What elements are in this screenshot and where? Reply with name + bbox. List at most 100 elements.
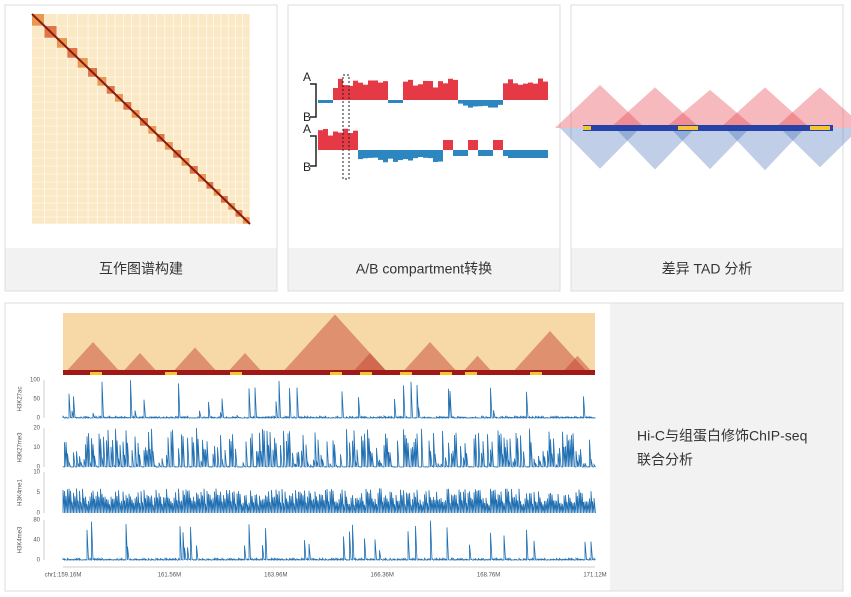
tad-mark — [165, 372, 177, 375]
y-tick-label: 80 — [33, 518, 40, 524]
bar — [393, 150, 398, 162]
tad-mark — [90, 372, 102, 375]
bar — [533, 83, 538, 100]
bar — [368, 80, 373, 100]
bar — [523, 150, 528, 158]
x-tick-label: 166.36M — [371, 573, 394, 579]
bar — [408, 79, 413, 100]
bar — [388, 150, 393, 159]
ab-label: B — [303, 160, 311, 174]
bar — [348, 85, 353, 100]
caption: A/B compartment转换 — [356, 261, 492, 277]
signal — [62, 520, 596, 562]
x-tick-label: chr1:159.16M — [45, 573, 82, 579]
bar — [333, 87, 338, 100]
bar — [473, 100, 478, 107]
bar — [373, 80, 378, 100]
tad-mark — [583, 126, 591, 130]
tad-tri — [280, 314, 390, 375]
bar — [363, 84, 368, 100]
bar — [328, 100, 333, 103]
caption-bar — [288, 248, 560, 291]
y-tick-label: 40 — [33, 538, 40, 544]
caption-bar — [5, 248, 277, 291]
bar — [353, 80, 358, 100]
bar — [478, 100, 483, 107]
bar — [498, 100, 503, 105]
x-tick-label: 168.76M — [477, 573, 500, 579]
bar — [323, 100, 328, 103]
x-tick-label: 161.56M — [158, 573, 181, 579]
bar — [373, 150, 378, 158]
bar — [458, 150, 463, 156]
y-tick-label: 0 — [37, 558, 41, 564]
bar — [493, 140, 498, 150]
bar — [488, 100, 493, 108]
track-label: H3K27me3 — [18, 432, 24, 463]
tad-mark — [400, 372, 412, 375]
bar — [483, 100, 488, 106]
bar — [418, 150, 423, 158]
y-tick-label: 20 — [33, 426, 40, 432]
tad-tri — [510, 331, 590, 375]
bar — [418, 84, 423, 100]
hic-bg — [63, 313, 595, 375]
bar — [543, 81, 548, 100]
bar — [538, 78, 543, 100]
highlight — [342, 74, 350, 180]
y-tick-label: 50 — [33, 397, 40, 403]
bar — [403, 150, 408, 160]
bar — [518, 84, 523, 100]
tad-mark — [465, 372, 477, 375]
caption: 互作图谱构建 — [99, 261, 183, 277]
tad-mark — [360, 372, 372, 375]
bar — [493, 100, 498, 108]
bracket — [310, 83, 317, 167]
tad-mark — [678, 126, 698, 130]
bar — [348, 133, 353, 150]
track-label: H3K4me1 — [18, 479, 24, 506]
bar — [333, 131, 338, 150]
caption: 差异 TAD 分析 — [662, 261, 753, 277]
tad-tri — [63, 342, 123, 375]
tad-down — [560, 128, 640, 169]
tad-up — [610, 87, 700, 128]
tad-tri — [170, 347, 220, 375]
bar — [338, 132, 343, 150]
tad-mark — [530, 372, 542, 375]
y-tick-label: 10 — [33, 470, 40, 476]
bar — [328, 135, 333, 150]
caption-panel — [610, 303, 843, 591]
bar — [498, 140, 503, 150]
tad-up — [775, 87, 851, 128]
caption: 联合分析 — [637, 452, 693, 468]
tad-up — [555, 85, 645, 128]
bar — [458, 100, 463, 104]
bar — [378, 82, 383, 100]
bar — [483, 150, 488, 156]
bar — [478, 150, 483, 156]
bar — [413, 85, 418, 100]
caption: Hi-C与组蛋白修饰ChIP-seq — [637, 428, 807, 444]
bar — [363, 150, 368, 159]
bar — [343, 128, 348, 150]
bar — [538, 150, 543, 158]
bar — [318, 100, 323, 103]
tad-down — [615, 128, 695, 170]
bar — [318, 130, 323, 150]
bar — [503, 150, 508, 156]
bar — [423, 150, 428, 158]
bar — [488, 150, 493, 156]
bar — [368, 150, 373, 158]
bar — [508, 150, 513, 158]
bar — [403, 81, 408, 100]
y-tick-label: 0 — [37, 465, 41, 471]
bar — [413, 150, 418, 159]
x-tick-label: 163.96M — [264, 573, 287, 579]
ab-label: B — [303, 110, 311, 124]
y-tick-label: 10 — [33, 445, 40, 451]
y-tick-label: 100 — [30, 378, 41, 384]
bar — [448, 140, 453, 150]
bar — [443, 83, 448, 100]
